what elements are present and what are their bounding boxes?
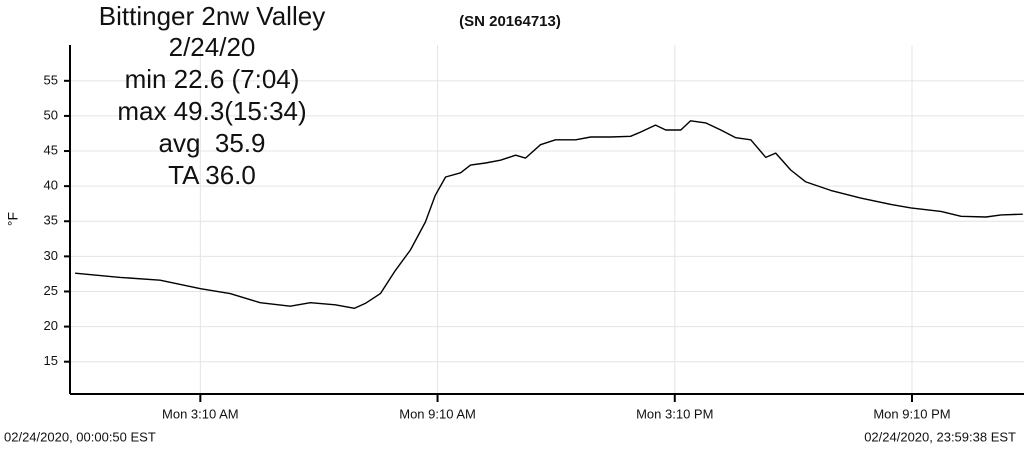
stat-line: max 49.3(15:34) <box>117 96 306 126</box>
y-tick-label: 20 <box>44 318 58 333</box>
stat-line: avg 35.9 <box>159 128 266 158</box>
data-line <box>75 120 1023 309</box>
y-tick-label: 50 <box>44 107 58 122</box>
stat-line: min 22.6 (7:04) <box>125 64 300 94</box>
x-tick-label: Mon 9:10 AM <box>399 406 476 421</box>
y-tick-label: 25 <box>44 283 58 298</box>
stat-line: 2/24/20 <box>169 32 256 62</box>
x-tick-label: Mon 3:10 PM <box>636 406 713 421</box>
chart-title: Bittinger 2nw Valley <box>99 1 325 31</box>
y-tick-label: 45 <box>44 142 58 157</box>
y-tick-label: 55 <box>44 72 58 87</box>
end-label: 02/24/2020, 23:59:38 EST <box>864 429 1016 444</box>
stat-line: TA 36.0 <box>168 160 256 190</box>
x-tick-label: Mon 9:10 PM <box>873 406 950 421</box>
start-label: 02/24/2020, 00:00:50 EST <box>4 429 156 444</box>
x-tick-label: Mon 3:10 AM <box>162 406 239 421</box>
y-tick-label: 15 <box>44 353 58 368</box>
serial: (SN 20164713) <box>459 13 561 30</box>
y-axis-label: °F <box>5 212 21 226</box>
y-tick-label: 40 <box>44 178 58 193</box>
y-tick-label: 35 <box>44 213 58 228</box>
y-tick-label: 30 <box>44 248 58 263</box>
